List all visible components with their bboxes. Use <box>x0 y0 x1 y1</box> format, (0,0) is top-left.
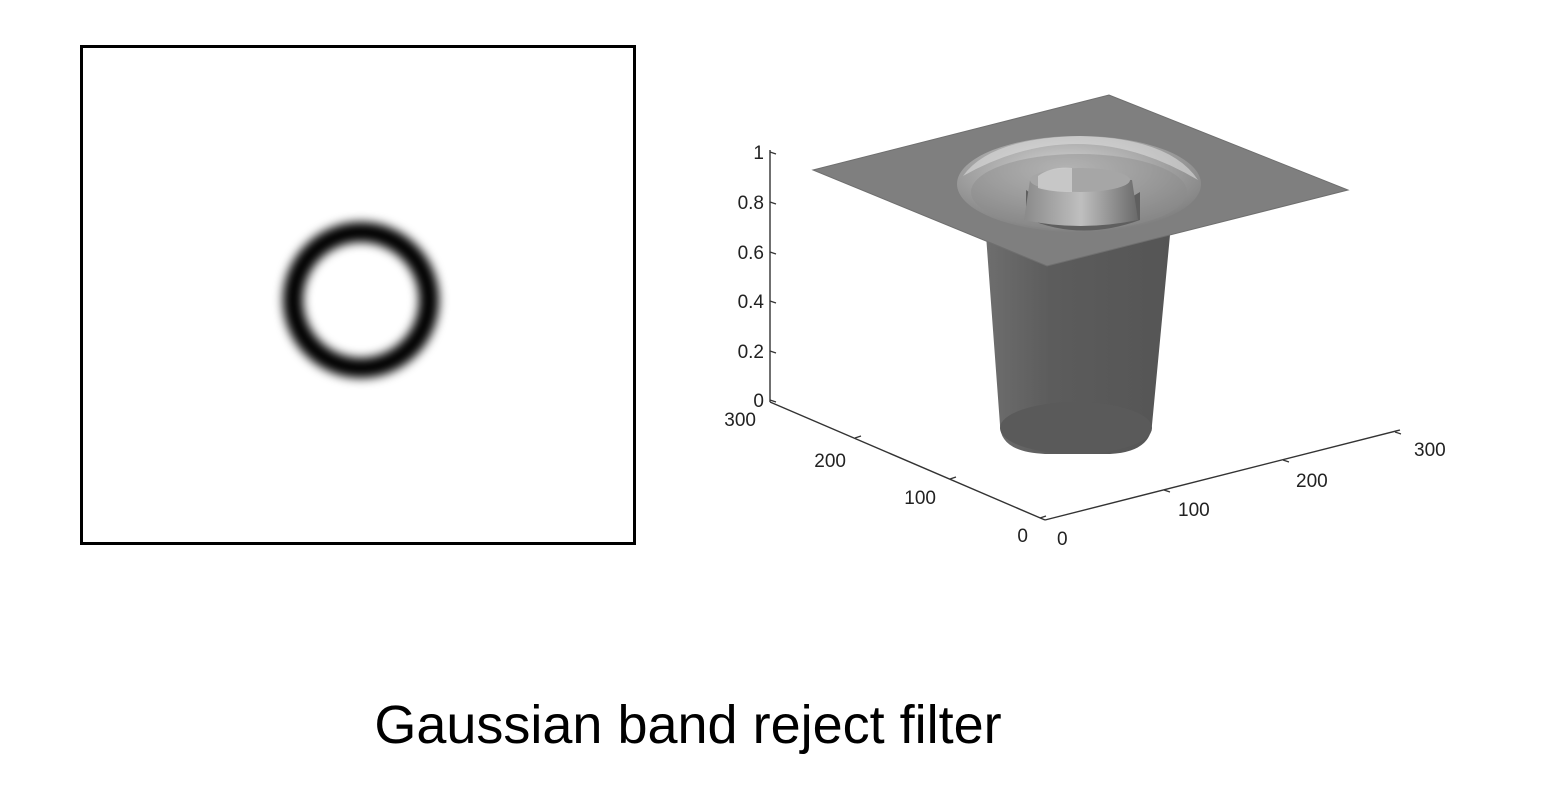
left-axis-tick-label: 200 <box>814 451 846 472</box>
left-axis-tick-label: 100 <box>904 488 936 509</box>
surface-plot: 1 0.8 0.6 0.4 0.2 0 300 200 100 0 0 100 <box>700 80 1480 560</box>
z-tick-label: 0.2 <box>738 342 764 363</box>
z-tick-label: 0.8 <box>738 193 764 214</box>
right-axis-tick-label: 100 <box>1178 500 1210 521</box>
right-axis-tick-label: 200 <box>1296 471 1328 492</box>
figure-caption: Gaussian band reject filter <box>374 695 1002 755</box>
filter-image-panel <box>80 45 636 545</box>
z-tick-label: 1 <box>753 143 764 164</box>
z-tick-label: 0 <box>753 391 764 412</box>
right-axis-tick-label: 0 <box>1057 529 1068 550</box>
base-axes: 300 200 100 0 0 100 200 300 <box>724 401 1446 550</box>
surface-plane <box>811 94 1350 267</box>
surface-plot-svg: 1 0.8 0.6 0.4 0.2 0 300 200 100 0 0 100 <box>724 94 1446 550</box>
left-axis-tick-label: 300 <box>724 410 756 431</box>
left-axis-tick-label: 0 <box>1017 526 1028 547</box>
notch-cylinder <box>986 235 1170 454</box>
z-tick-label: 0.4 <box>738 292 765 313</box>
band-reject-ring <box>283 222 439 378</box>
z-tick-label: 0.6 <box>738 243 764 264</box>
right-axis-tick-label: 300 <box>1414 440 1446 461</box>
z-axis: 1 0.8 0.6 0.4 0.2 0 <box>738 143 777 412</box>
